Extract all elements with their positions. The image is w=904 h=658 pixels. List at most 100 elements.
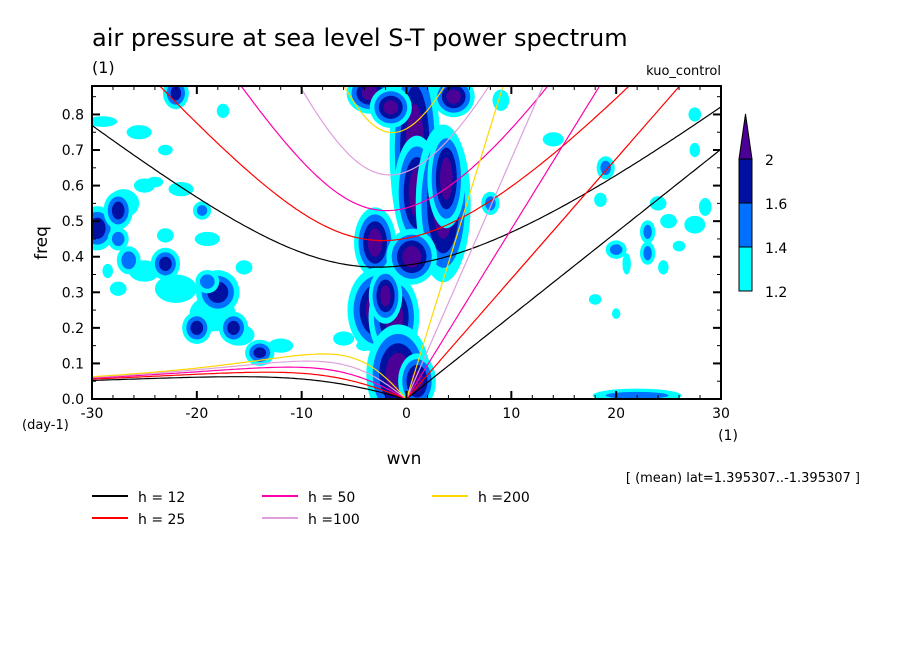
- contour-patch: [156, 228, 174, 243]
- rossby-wave-curve: [92, 366, 407, 399]
- contour-patch: [684, 215, 706, 234]
- legend-label: h = 25: [138, 512, 185, 528]
- y-tick-label: 0.3: [62, 285, 84, 301]
- contour-blob: [199, 274, 215, 289]
- y-tick-label: 0.8: [62, 107, 84, 123]
- dispersion-curves-layer: [92, 86, 721, 399]
- contour-patch: [158, 144, 173, 156]
- contour-blob: [227, 320, 240, 335]
- contour-blob: [446, 89, 462, 104]
- contour-patch: [109, 281, 127, 296]
- contour-blob: [402, 246, 422, 268]
- contour-blob: [159, 256, 172, 271]
- y-tick-label: 0.0: [62, 392, 84, 408]
- mean-lat-annotation: [ (mean) lat=1.395307..-1.395307 ]: [626, 471, 860, 486]
- rossby-wave-curve: [92, 371, 407, 399]
- x-tick-label: 10: [502, 406, 520, 422]
- contour-patch: [146, 176, 164, 188]
- y-tick-label: 0.7: [62, 143, 84, 159]
- inertia-gravity-curve: [299, 86, 490, 176]
- inertia-gravity-curve: [158, 86, 631, 242]
- contour-blob: [643, 246, 652, 261]
- y-tick-label: 0.2: [62, 321, 84, 337]
- contour-patch: [235, 260, 253, 275]
- contour-patch: [542, 132, 564, 147]
- kelvin-wave-curve: [406, 86, 681, 399]
- rossby-wave-curve: [92, 353, 407, 399]
- contour-patch: [126, 125, 152, 140]
- contour-blob: [121, 251, 137, 270]
- contour-blob: [380, 285, 391, 307]
- colorbar: 1.2 1.4 1.6 2: [738, 113, 787, 301]
- contour-blob: [440, 157, 453, 200]
- legend-label: h =100: [308, 512, 360, 528]
- y-tick-label: 0.6: [62, 179, 84, 195]
- legend-label: h = 12: [138, 490, 185, 506]
- contour-blob: [609, 244, 623, 255]
- contour-patch: [168, 182, 194, 197]
- y-tick-label: 0.5: [62, 214, 84, 230]
- contour-blob: [170, 86, 182, 101]
- inertia-gravity-curve: [92, 106, 721, 268]
- colorbar-label: 1.6: [765, 197, 787, 213]
- contour-blob: [367, 228, 383, 257]
- contour-patch: [660, 214, 677, 229]
- y-tick-label: 0.4: [62, 250, 84, 266]
- colorbar-label: 1.2: [765, 285, 787, 301]
- contour-patch: [688, 107, 702, 122]
- colorbar-segment: [738, 202, 753, 248]
- legend: h = 12 h = 25 h = 50 h =100 h =200: [92, 490, 530, 528]
- x-axis: -30 -20 -10 0 10 20 30: [81, 86, 730, 422]
- legend-label: h =200: [478, 490, 530, 506]
- inertia-gravity-curve: [343, 86, 446, 134]
- x-tick-label: -10: [290, 406, 313, 422]
- legend-label: h = 50: [308, 490, 355, 506]
- contour-patch: [194, 231, 220, 247]
- contour-patch: [689, 142, 701, 158]
- x-axis-label: wvn: [387, 449, 422, 469]
- kelvin-wave-curve: [406, 148, 721, 399]
- chart-subtitle-run: kuo_control: [646, 64, 721, 79]
- contour-patch: [102, 263, 113, 279]
- kelvin-wave-curve: [405, 86, 544, 399]
- kelvin-wave-curve: [405, 86, 504, 399]
- contour-patch: [154, 274, 197, 303]
- x-tick-label: 20: [607, 406, 625, 422]
- colorbar-segment: [738, 158, 753, 204]
- inertia-gravity-curve: [240, 86, 549, 212]
- colorbar-label: 1.4: [765, 241, 787, 257]
- colorbar-extend-arrow: [738, 113, 753, 160]
- x-tick-label: 0: [402, 406, 411, 422]
- colorbar-label: 2: [765, 153, 774, 169]
- contour-patch: [698, 198, 712, 216]
- contour-blob: [196, 205, 208, 216]
- y-axis: 0.0 0.1 0.2 0.3 0.4 0.5 0.6 0.7 0.8: [62, 96, 721, 408]
- contour-fill-layer: [92, 86, 712, 399]
- contour-patch: [216, 103, 230, 119]
- y-axis-units: (day-1): [22, 418, 69, 433]
- contour-patch: [594, 192, 607, 207]
- contour-patch: [672, 240, 686, 252]
- contour-blob: [111, 231, 125, 247]
- contour-patch: [92, 116, 118, 127]
- contour-blob: [190, 320, 204, 335]
- contour-blob: [92, 217, 106, 239]
- y-axis-label: freq: [32, 226, 52, 260]
- colorbar-segment: [738, 246, 753, 292]
- contour-blob: [111, 201, 125, 220]
- contour-patch: [268, 338, 294, 353]
- y-tick-label: 0.1: [62, 356, 84, 372]
- contour-patch: [622, 253, 631, 275]
- x-tick-label: -20: [185, 406, 208, 422]
- chart-subtitle-units: (1): [92, 58, 115, 77]
- kelvin-wave-curve: [405, 86, 601, 399]
- contour-patch: [333, 331, 355, 346]
- contour-blob: [643, 224, 652, 239]
- contour-patch: [588, 294, 602, 305]
- contour-patch: [611, 308, 621, 319]
- contour-blob: [600, 160, 611, 175]
- contour-patch: [649, 196, 667, 211]
- contour-patch: [658, 260, 669, 275]
- rossby-wave-curve: [92, 360, 407, 399]
